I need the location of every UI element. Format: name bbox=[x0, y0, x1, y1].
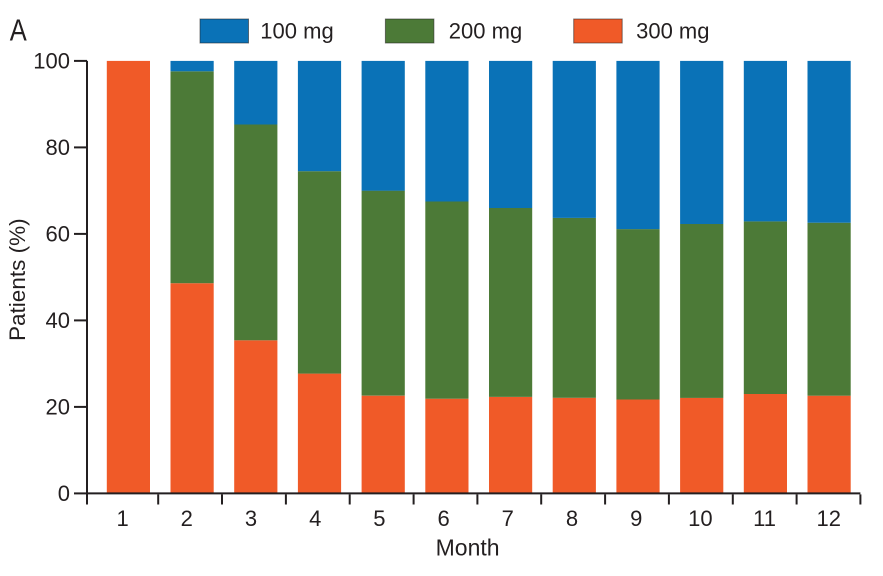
svg-text:80: 80 bbox=[46, 135, 70, 160]
svg-text:1: 1 bbox=[116, 506, 128, 531]
svg-text:4: 4 bbox=[309, 506, 321, 531]
svg-text:10: 10 bbox=[688, 506, 712, 531]
svg-text:6: 6 bbox=[437, 506, 449, 531]
svg-text:2: 2 bbox=[181, 506, 193, 531]
svg-text:Patients (%): Patients (%) bbox=[5, 218, 30, 341]
svg-text:100: 100 bbox=[33, 49, 70, 74]
svg-text:300 mg: 300 mg bbox=[636, 19, 709, 44]
svg-text:0: 0 bbox=[58, 481, 70, 506]
svg-text:Month: Month bbox=[436, 535, 500, 561]
svg-text:200 mg: 200 mg bbox=[449, 19, 522, 44]
svg-text:60: 60 bbox=[46, 222, 70, 247]
svg-text:12: 12 bbox=[817, 506, 841, 531]
svg-text:20: 20 bbox=[46, 395, 70, 420]
svg-text:8: 8 bbox=[566, 506, 578, 531]
svg-text:5: 5 bbox=[373, 506, 385, 531]
svg-text:100 mg: 100 mg bbox=[260, 19, 333, 44]
svg-text:11: 11 bbox=[753, 506, 776, 531]
svg-text:40: 40 bbox=[46, 308, 70, 333]
svg-text:9: 9 bbox=[630, 506, 642, 531]
svg-text:A: A bbox=[10, 13, 27, 48]
svg-text:3: 3 bbox=[245, 506, 257, 531]
svg-text:7: 7 bbox=[502, 506, 514, 531]
